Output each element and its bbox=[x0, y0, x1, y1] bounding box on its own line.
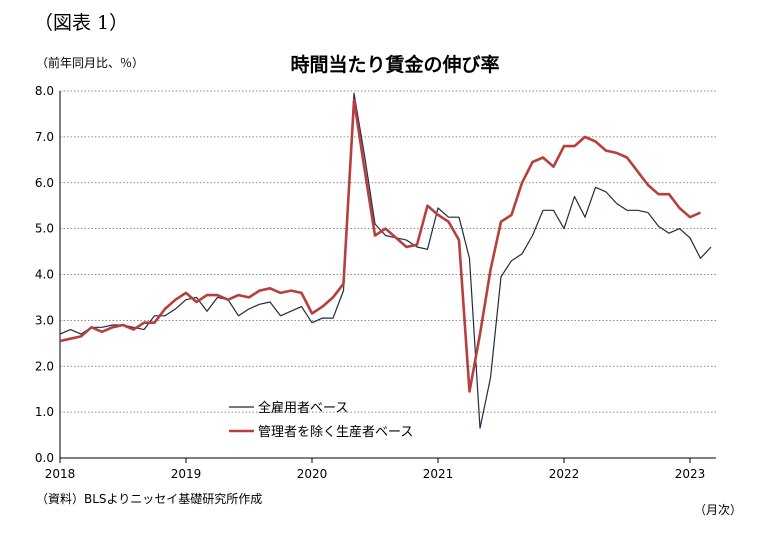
y-tick-label: 8.0 bbox=[35, 84, 54, 98]
x-tick-label: 2022 bbox=[549, 467, 580, 481]
series-all-employees-line bbox=[59, 92, 712, 429]
y-tick-label: 4.0 bbox=[35, 268, 54, 282]
y-tick-label: 2.0 bbox=[35, 359, 54, 373]
y-tick-label: 5.0 bbox=[35, 222, 54, 236]
legend-label: 全雇用者ベース bbox=[258, 400, 348, 416]
x-tick-label: 2019 bbox=[171, 467, 202, 481]
x-tick-label: 2021 bbox=[423, 467, 454, 481]
x-tick-label: 2023 bbox=[675, 467, 706, 481]
y-tick-label: 6.0 bbox=[35, 176, 54, 190]
source-note: （資料）BLSよりニッセイ基礎研究所作成 bbox=[36, 492, 263, 506]
y-tick-label: 7.0 bbox=[35, 130, 54, 144]
y-unit-label: （前年同月比、％） bbox=[36, 56, 145, 70]
x-unit-label: （月次） bbox=[694, 503, 743, 517]
y-tick-label: 3.0 bbox=[35, 313, 54, 327]
chart-title: 時間当たり賃金の伸び率 bbox=[290, 54, 500, 76]
x-tick-label: 2018 bbox=[45, 467, 76, 481]
figure-label: （図表 1） bbox=[34, 12, 129, 34]
y-tick-label: 1.0 bbox=[35, 405, 54, 419]
x-tick-label: 2020 bbox=[297, 467, 328, 481]
series-production-line bbox=[59, 98, 702, 393]
y-tick-label: 0.0 bbox=[35, 451, 54, 465]
legend-label: 管理者を除く生産者ベース bbox=[258, 424, 413, 440]
